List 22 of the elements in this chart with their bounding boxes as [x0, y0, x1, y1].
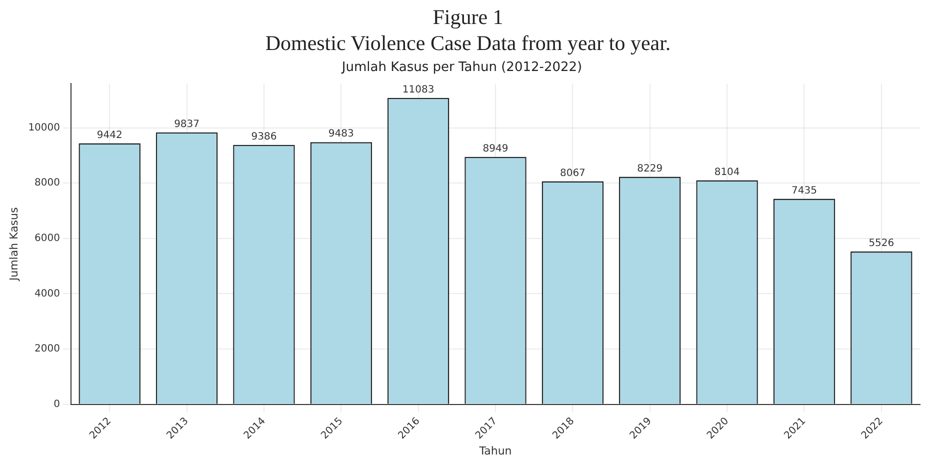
data-label: 8067	[560, 168, 586, 179]
data-label: 9837	[174, 118, 200, 130]
data-label: 9442	[96, 130, 122, 141]
x-axis-title: Tahun	[478, 444, 512, 458]
y-tick-label: 10000	[28, 122, 60, 134]
data-label: 5526	[868, 238, 894, 250]
data-label: 11083	[402, 84, 434, 96]
data-label: 7435	[792, 185, 817, 196]
y-tick-label: 8000	[34, 178, 60, 189]
y-axis-title: Jumlah Kasus	[7, 206, 20, 282]
y-tick-label: 2000	[34, 344, 60, 355]
data-label: 8949	[482, 143, 508, 154]
caption: Figure 1	[432, 4, 504, 30]
y-tick-label: 6000	[34, 233, 60, 244]
data-label: 9483	[328, 128, 354, 140]
data-label: 8229	[637, 163, 663, 174]
data-label: 9386	[251, 131, 277, 142]
data-label: 8104	[714, 166, 740, 178]
text: Domestic Violence Case Data from year to year.	[264, 30, 672, 56]
y-tick-label: 0	[54, 398, 60, 410]
y-tick-label: 4000	[34, 288, 60, 300]
chart-title: Jumlah Kasus per Tahun (2012-2022)	[340, 60, 582, 76]
